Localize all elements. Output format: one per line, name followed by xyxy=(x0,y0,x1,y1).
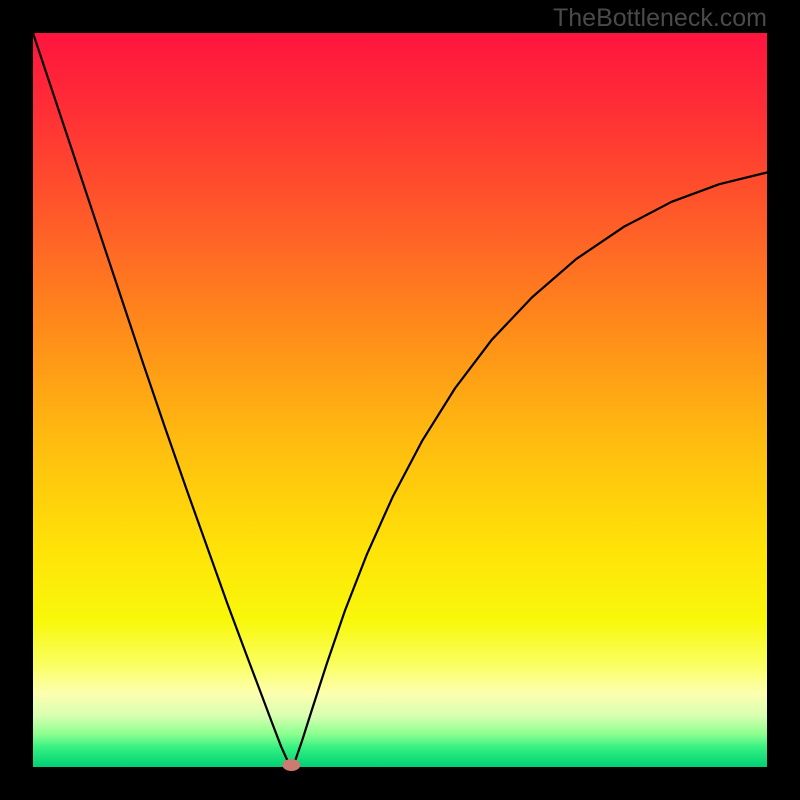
chart-container: TheBottleneck.com xyxy=(0,0,800,800)
plot-area xyxy=(33,33,767,767)
watermark-text: TheBottleneck.com xyxy=(553,4,767,33)
